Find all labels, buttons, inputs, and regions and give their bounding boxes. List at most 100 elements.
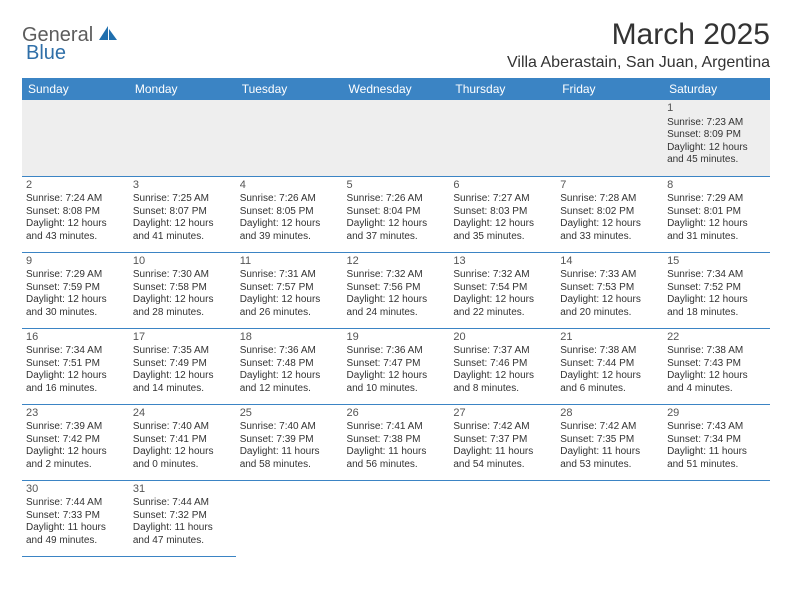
sunset-text: Sunset: 7:48 PM [240,358,339,371]
daylight-text: Daylight: 12 hours [347,294,446,307]
day-number: 5 [347,179,446,193]
calendar-day-cell [556,100,663,176]
weekday-header: Sunday [22,78,129,100]
daylight-text: Daylight: 12 hours [347,218,446,231]
calendar-day-cell: 22Sunrise: 7:38 AMSunset: 7:43 PMDayligh… [663,328,770,404]
sunset-text: Sunset: 7:44 PM [560,358,659,371]
day-number: 18 [240,331,339,345]
calendar-day-cell: 24Sunrise: 7:40 AMSunset: 7:41 PMDayligh… [129,404,236,480]
sunrise-text: Sunrise: 7:35 AM [133,345,232,358]
daylight-text: and 41 minutes. [133,231,232,244]
daylight-text: Daylight: 12 hours [240,370,339,383]
calendar-week-row: 1Sunrise: 7:23 AMSunset: 8:09 PMDaylight… [22,100,770,176]
day-number: 14 [560,255,659,269]
calendar-day-cell: 28Sunrise: 7:42 AMSunset: 7:35 PMDayligh… [556,404,663,480]
sunrise-text: Sunrise: 7:26 AM [240,193,339,206]
sunrise-text: Sunrise: 7:27 AM [453,193,552,206]
daylight-text: and 14 minutes. [133,383,232,396]
day-number: 16 [26,331,125,345]
calendar-day-cell [236,100,343,176]
day-number: 22 [667,331,766,345]
sunset-text: Sunset: 7:59 PM [26,282,125,295]
calendar-day-cell: 13Sunrise: 7:32 AMSunset: 7:54 PMDayligh… [449,252,556,328]
sunrise-text: Sunrise: 7:30 AM [133,269,232,282]
sunset-text: Sunset: 7:37 PM [453,434,552,447]
sunset-text: Sunset: 7:47 PM [347,358,446,371]
weekday-header: Saturday [663,78,770,100]
logo-sub: Blue [26,42,66,65]
sunset-text: Sunset: 7:42 PM [26,434,125,447]
calendar-day-cell: 21Sunrise: 7:38 AMSunset: 7:44 PMDayligh… [556,328,663,404]
calendar-day-cell: 16Sunrise: 7:34 AMSunset: 7:51 PMDayligh… [22,328,129,404]
sunrise-text: Sunrise: 7:36 AM [347,345,446,358]
daylight-text: and 43 minutes. [26,231,125,244]
daylight-text: and 58 minutes. [240,459,339,472]
sunset-text: Sunset: 8:05 PM [240,206,339,219]
logo-text-blue: Blue [26,42,66,64]
sunrise-text: Sunrise: 7:38 AM [560,345,659,358]
daylight-text: and 20 minutes. [560,307,659,320]
sunrise-text: Sunrise: 7:31 AM [240,269,339,282]
day-number: 21 [560,331,659,345]
location: Villa Aberastain, San Juan, Argentina [507,54,770,72]
sunset-text: Sunset: 7:38 PM [347,434,446,447]
daylight-text: Daylight: 12 hours [667,142,766,155]
calendar-table: Sunday Monday Tuesday Wednesday Thursday… [22,78,770,557]
sunset-text: Sunset: 7:41 PM [133,434,232,447]
day-number: 24 [133,407,232,421]
calendar-day-cell: 11Sunrise: 7:31 AMSunset: 7:57 PMDayligh… [236,252,343,328]
sunrise-text: Sunrise: 7:25 AM [133,193,232,206]
sunrise-text: Sunrise: 7:33 AM [560,269,659,282]
sunrise-text: Sunrise: 7:44 AM [133,497,232,510]
calendar-day-cell: 8Sunrise: 7:29 AMSunset: 8:01 PMDaylight… [663,176,770,252]
daylight-text: Daylight: 11 hours [26,522,125,535]
day-number: 9 [26,255,125,269]
calendar-week-row: 30Sunrise: 7:44 AMSunset: 7:33 PMDayligh… [22,480,770,556]
weekday-header: Friday [556,78,663,100]
sunset-text: Sunset: 8:01 PM [667,206,766,219]
weekday-header: Monday [129,78,236,100]
day-number: 17 [133,331,232,345]
daylight-text: Daylight: 12 hours [667,218,766,231]
daylight-text: and 51 minutes. [667,459,766,472]
calendar-day-cell: 7Sunrise: 7:28 AMSunset: 8:02 PMDaylight… [556,176,663,252]
sunrise-text: Sunrise: 7:26 AM [347,193,446,206]
day-number: 2 [26,179,125,193]
daylight-text: Daylight: 11 hours [560,446,659,459]
calendar-week-row: 23Sunrise: 7:39 AMSunset: 7:42 PMDayligh… [22,404,770,480]
calendar-day-cell [129,100,236,176]
calendar-day-cell: 19Sunrise: 7:36 AMSunset: 7:47 PMDayligh… [343,328,450,404]
sunrise-text: Sunrise: 7:36 AM [240,345,339,358]
calendar-day-cell: 26Sunrise: 7:41 AMSunset: 7:38 PMDayligh… [343,404,450,480]
sunset-text: Sunset: 7:34 PM [667,434,766,447]
day-number: 8 [667,179,766,193]
calendar-day-cell: 20Sunrise: 7:37 AMSunset: 7:46 PMDayligh… [449,328,556,404]
day-number: 31 [133,483,232,497]
day-number: 12 [347,255,446,269]
sunrise-text: Sunrise: 7:24 AM [26,193,125,206]
calendar-day-cell: 1Sunrise: 7:23 AMSunset: 8:09 PMDaylight… [663,100,770,176]
daylight-text: and 18 minutes. [667,307,766,320]
calendar-day-cell: 6Sunrise: 7:27 AMSunset: 8:03 PMDaylight… [449,176,556,252]
calendar-day-cell: 9Sunrise: 7:29 AMSunset: 7:59 PMDaylight… [22,252,129,328]
calendar-day-cell [343,480,450,556]
sunset-text: Sunset: 8:08 PM [26,206,125,219]
daylight-text: Daylight: 12 hours [560,294,659,307]
daylight-text: Daylight: 12 hours [453,294,552,307]
daylight-text: Daylight: 12 hours [26,370,125,383]
day-number: 11 [240,255,339,269]
weekday-header-row: Sunday Monday Tuesday Wednesday Thursday… [22,78,770,100]
daylight-text: Daylight: 12 hours [240,294,339,307]
daylight-text: Daylight: 12 hours [133,370,232,383]
calendar-day-cell: 23Sunrise: 7:39 AMSunset: 7:42 PMDayligh… [22,404,129,480]
sunrise-text: Sunrise: 7:34 AM [667,269,766,282]
calendar-day-cell: 14Sunrise: 7:33 AMSunset: 7:53 PMDayligh… [556,252,663,328]
calendar-week-row: 16Sunrise: 7:34 AMSunset: 7:51 PMDayligh… [22,328,770,404]
daylight-text: Daylight: 12 hours [133,446,232,459]
day-number: 15 [667,255,766,269]
calendar-week-row: 9Sunrise: 7:29 AMSunset: 7:59 PMDaylight… [22,252,770,328]
daylight-text: Daylight: 12 hours [26,218,125,231]
title-block: March 2025 Villa Aberastain, San Juan, A… [507,18,770,72]
daylight-text: and 16 minutes. [26,383,125,396]
sunset-text: Sunset: 8:09 PM [667,129,766,142]
